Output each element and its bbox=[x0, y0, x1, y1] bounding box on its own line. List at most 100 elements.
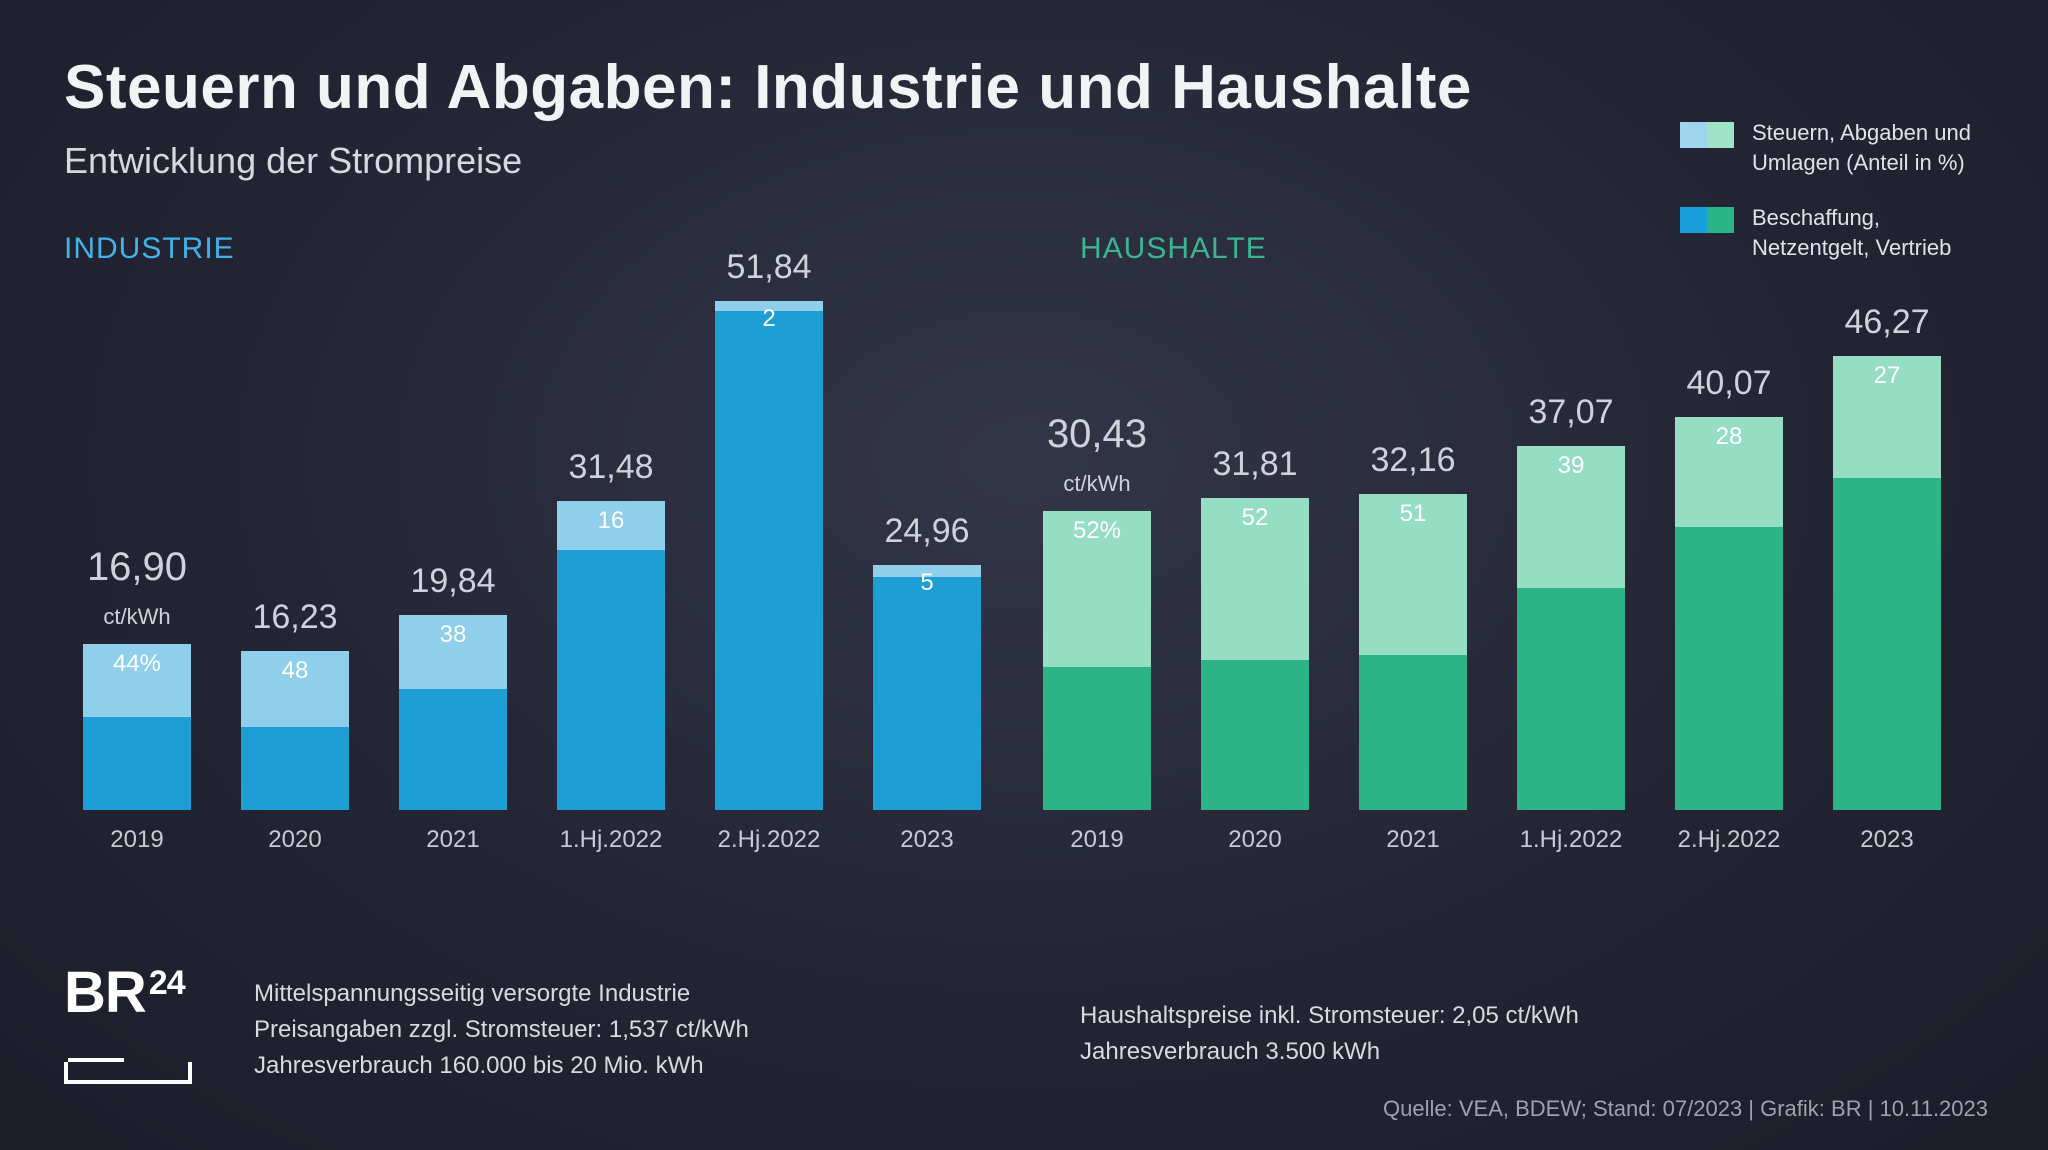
bar-slot: 4816,232020 bbox=[216, 260, 374, 810]
bar-segment-top: 27 bbox=[1833, 356, 1941, 479]
bar-segment-top: 16 bbox=[557, 501, 665, 550]
bar: 52% bbox=[1043, 511, 1151, 810]
bar-segment-top: 51 bbox=[1359, 494, 1467, 655]
bar-top-pct: 28 bbox=[1675, 423, 1783, 451]
bar: 16 bbox=[557, 501, 665, 810]
bar: 28 bbox=[1675, 417, 1783, 810]
bar-top-pct: 52% bbox=[1043, 517, 1151, 545]
chart-industrie: 44% 16,90 2019 ct/kWh 48 16,23 2020 38 19,84 2021… bbox=[52, 260, 1012, 880]
bar-slot: 524,962023 bbox=[848, 260, 1006, 810]
bar-top-pct: 39 bbox=[1517, 452, 1625, 480]
bar-total: 16,90 bbox=[58, 545, 216, 590]
bar-slot: 5132,162021 bbox=[1334, 260, 1492, 810]
bar-category: 2.Hj.2022 bbox=[690, 826, 848, 854]
bar-segment-bottom bbox=[399, 689, 507, 810]
bar-segment-top: 38 bbox=[399, 615, 507, 689]
bar-segment-bottom bbox=[1833, 478, 1941, 810]
bar-category: 2021 bbox=[374, 826, 532, 854]
logo-brand: BR bbox=[64, 964, 146, 1022]
page-title: Steuern und Abgaben: Industrie und Haush… bbox=[64, 52, 1472, 123]
bar: 51 bbox=[1359, 494, 1467, 810]
bar-top-pct: 52 bbox=[1201, 504, 1309, 532]
legend-item-top: Steuern, Abgaben und Umlagen (Anteil in … bbox=[1680, 118, 2000, 177]
bar-segment-bottom bbox=[1043, 667, 1151, 810]
bar-total: 40,07 bbox=[1650, 364, 1808, 403]
bar-category: 2020 bbox=[1176, 826, 1334, 854]
bar-segment-top: 52 bbox=[1201, 498, 1309, 660]
bar-total: 31,48 bbox=[532, 448, 690, 487]
bar-category: 2020 bbox=[216, 826, 374, 854]
bar-segment-top: 52% bbox=[1043, 511, 1151, 666]
bar-category: 1.Hj.2022 bbox=[532, 826, 690, 854]
bar-category: 2.Hj.2022 bbox=[1650, 826, 1808, 854]
bar-slot: 3937,071.Hj.2022 bbox=[1492, 260, 1650, 810]
legend-label-bottom: Beschaffung, Netzentgelt, Vertrieb bbox=[1752, 203, 2000, 262]
bar: 38 bbox=[399, 615, 507, 810]
bar-segment-bottom bbox=[1517, 588, 1625, 810]
bar-top-pct: 16 bbox=[557, 507, 665, 535]
bar: 44% bbox=[83, 644, 191, 810]
bar-total: 24,96 bbox=[848, 512, 1006, 551]
source-line: Quelle: VEA, BDEW; Stand: 07/2023 | Graf… bbox=[1383, 1096, 1988, 1122]
footnote-haushalte: Haushaltspreise inkl. Stromsteuer: 2,05 … bbox=[1080, 998, 1579, 1070]
bar-slot: 52%30,432019ct/kWh bbox=[1018, 260, 1176, 810]
bar: 5 bbox=[873, 565, 981, 810]
bar-total: 46,27 bbox=[1808, 303, 1966, 342]
bar: 48 bbox=[241, 651, 349, 810]
bar-category: 2023 bbox=[848, 826, 1006, 854]
logo-underline-icon bbox=[64, 1062, 192, 1084]
bar-segment-bottom bbox=[1359, 655, 1467, 810]
bar-total: 19,84 bbox=[374, 562, 532, 601]
bar-slot: 5231,812020 bbox=[1176, 260, 1334, 810]
bar-category: 2023 bbox=[1808, 826, 1966, 854]
bar-top-pct: 51 bbox=[1359, 500, 1467, 528]
bar-top-pct: 38 bbox=[399, 621, 507, 649]
footer: BR24 Mittelspannungsseitig versorgte Ind… bbox=[64, 964, 1984, 1084]
bar-total: 51,84 bbox=[690, 248, 848, 287]
bar-segment-bottom bbox=[715, 311, 823, 810]
bar-segment-bottom bbox=[557, 550, 665, 810]
bar-segment-bottom bbox=[241, 727, 349, 810]
bar-total: 16,23 bbox=[216, 598, 374, 637]
bar-segment-bottom bbox=[83, 717, 191, 810]
bar-segment-bottom bbox=[1201, 660, 1309, 810]
bar-category: 2019 bbox=[58, 826, 216, 854]
page-subtitle: Entwicklung der Strompreise bbox=[64, 140, 522, 182]
bar-top-pct: 48 bbox=[241, 657, 349, 685]
bar-slot: 44%16,902019ct/kWh bbox=[58, 260, 216, 810]
footnote-industrie: Mittelspannungsseitig versorgte Industri… bbox=[254, 976, 749, 1084]
legend-swatch-top bbox=[1680, 122, 1734, 148]
bar-slot: 1631,481.Hj.2022 bbox=[532, 260, 690, 810]
bar-top-pct: 27 bbox=[1833, 362, 1941, 390]
bar-total: 30,43 bbox=[1018, 412, 1176, 457]
bar-top-pct: 5 bbox=[873, 569, 981, 597]
unit-label: ct/kWh bbox=[1018, 471, 1176, 497]
legend-label-top: Steuern, Abgaben und Umlagen (Anteil in … bbox=[1752, 118, 2000, 177]
chart-haushalte: 52%30,432019ct/kWh5231,8120205132,162021… bbox=[1012, 260, 1972, 880]
bar-segment-top: 39 bbox=[1517, 446, 1625, 588]
bar-segment-top: 5 bbox=[873, 565, 981, 577]
bar-segment-top: 44% bbox=[83, 644, 191, 717]
bar-slot: 2746,272023 bbox=[1808, 260, 1966, 810]
bar-segment-top: 2 bbox=[715, 301, 823, 311]
legend-item-bottom: Beschaffung, Netzentgelt, Vertrieb bbox=[1680, 203, 2000, 262]
bar-segment-top: 48 bbox=[241, 651, 349, 727]
charts-area: 44% 16,90 2019 ct/kWh 48 16,23 2020 38 19,84 2021… bbox=[52, 260, 1972, 880]
unit-label: ct/kWh bbox=[58, 604, 216, 630]
bar-total: 32,16 bbox=[1334, 441, 1492, 480]
logo-sub: 24 bbox=[149, 966, 185, 1000]
bar-slot: 2840,072.Hj.2022 bbox=[1650, 260, 1808, 810]
bar-total: 37,07 bbox=[1492, 393, 1650, 432]
bar-slot: 251,842.Hj.2022 bbox=[690, 260, 848, 810]
bar: 39 bbox=[1517, 446, 1625, 810]
bar: 2 bbox=[715, 301, 823, 810]
legend-swatch-bottom bbox=[1680, 207, 1734, 233]
bar-total: 31,81 bbox=[1176, 445, 1334, 484]
bar-segment-bottom bbox=[873, 577, 981, 810]
logo-br24: BR24 bbox=[64, 964, 214, 1084]
bar-segment-top: 28 bbox=[1675, 417, 1783, 527]
bar-category: 2021 bbox=[1334, 826, 1492, 854]
bar-top-pct: 2 bbox=[715, 305, 823, 333]
bar-segment-bottom bbox=[1675, 527, 1783, 810]
bar: 52 bbox=[1201, 498, 1309, 810]
